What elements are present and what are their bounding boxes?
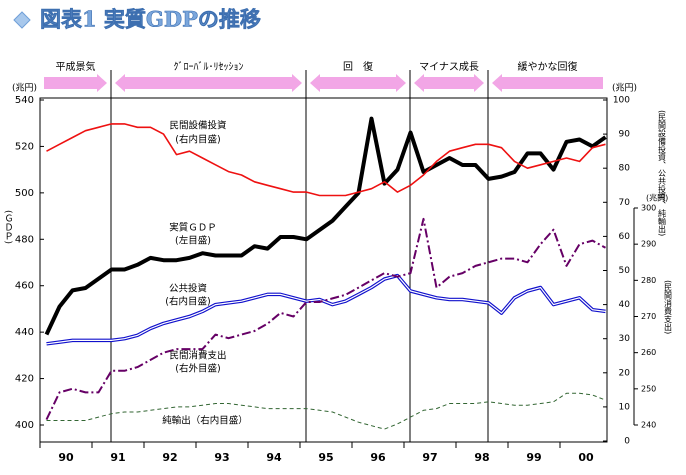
y3-tick-label: 250 xyxy=(641,384,656,393)
y-label-side: (ＧＤＰ) xyxy=(3,210,13,244)
series-line xyxy=(46,123,606,197)
phase-band xyxy=(414,74,484,92)
annotation: (右内目盛) xyxy=(165,296,210,308)
series-line xyxy=(44,116,607,336)
phase-label: 平成景気 xyxy=(56,60,96,73)
series-line xyxy=(45,217,606,421)
y2-tick-label: 90 xyxy=(619,130,631,140)
y3-label-side: (民間消費支出) xyxy=(664,280,673,334)
y2-tick-label: 20 xyxy=(619,368,631,378)
series-line-inner xyxy=(46,274,606,345)
y3-tick-label: 270 xyxy=(641,312,656,321)
y2-tick-label: 70 xyxy=(619,198,631,208)
y-tick-label: 540 xyxy=(15,95,34,106)
y2-tick-label: 40 xyxy=(619,300,631,310)
y3-tick-label: 290 xyxy=(641,240,656,249)
phase-band xyxy=(115,74,302,92)
phase-band xyxy=(310,74,406,92)
annotation: (右外目盛) xyxy=(175,363,220,375)
x-tick-label: 94 xyxy=(266,451,282,464)
phase-band xyxy=(492,74,603,92)
series-line xyxy=(46,392,606,430)
y3-label: (兆円) xyxy=(646,193,668,203)
y3-tick-label: 300 xyxy=(641,204,656,213)
annotation: 公共投資 xyxy=(169,283,207,295)
y2-tick-label: 10 xyxy=(619,402,631,412)
annotation: (左目盛) xyxy=(175,235,211,247)
x-tick-label: 93 xyxy=(214,451,229,464)
y2-label: (兆円) xyxy=(612,83,637,94)
y-tick-label: 520 xyxy=(15,141,34,152)
chart-title: 図表1 実質GDPの推移 xyxy=(40,7,261,32)
y3-tick-label: 280 xyxy=(641,276,656,285)
x-tick-label: 96 xyxy=(370,451,386,464)
x-tick-label: 92 xyxy=(162,451,177,464)
annotation: 民間消費支出 xyxy=(169,350,226,362)
phase-label: 回 復 xyxy=(343,60,373,73)
y3-tick-label: 260 xyxy=(641,348,656,357)
y2-tick-label: 80 xyxy=(619,164,631,174)
x-tick-label: 99 xyxy=(526,451,541,464)
phase-label: ｸﾞﾛｰﾊﾞﾙ･ﾘｾｯｼｮﾝ xyxy=(174,61,244,73)
x-tick-label: 00 xyxy=(578,451,594,464)
y2-tick-label: 50 xyxy=(619,266,631,276)
x-tick-label: 91 xyxy=(110,451,125,464)
y-tick-label: 420 xyxy=(15,374,34,385)
phase-label: マイナス成長 xyxy=(419,61,479,73)
phase-label: 緩やかな回復 xyxy=(518,60,578,73)
x-tick-label: 95 xyxy=(318,451,333,464)
x-tick-label: 97 xyxy=(422,451,437,464)
series-line xyxy=(46,273,606,346)
y2-label-side: (民間設備投資、公共投資、純輸出) xyxy=(658,110,667,236)
y2-tick-label: 60 xyxy=(619,232,631,242)
annotation: 実質ＧＤＰ xyxy=(169,222,217,234)
annotation: 純輸出（右内目盛） xyxy=(162,415,248,427)
y2-tick-label: 100 xyxy=(613,96,630,106)
annotation: (右内目盛) xyxy=(175,134,220,146)
x-tick-label: 98 xyxy=(474,451,489,464)
y-tick-label: 440 xyxy=(15,327,34,338)
y2-tick-label: 30 xyxy=(619,334,631,344)
y-tick-label: 400 xyxy=(15,420,34,431)
phase-band xyxy=(44,74,107,92)
y3-tick-label: 240 xyxy=(641,421,656,430)
y-label: (兆円) xyxy=(12,83,37,94)
y-tick-label: 460 xyxy=(15,281,34,292)
y-tick-label: 480 xyxy=(15,234,34,245)
y2-tick-label: 0 xyxy=(624,437,630,447)
x-tick-label: 90 xyxy=(58,451,74,464)
y-tick-label: 500 xyxy=(15,188,34,199)
title-icon xyxy=(13,11,31,29)
annotation: 民間設備投資 xyxy=(169,120,226,132)
